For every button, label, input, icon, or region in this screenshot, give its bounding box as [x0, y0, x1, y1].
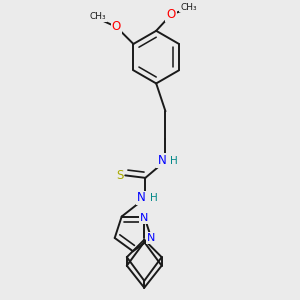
Text: N: N	[158, 154, 166, 167]
Text: N: N	[137, 191, 146, 205]
Text: CH₃: CH₃	[89, 12, 106, 21]
Text: O: O	[167, 8, 176, 21]
Text: S: S	[116, 169, 123, 182]
Text: H: H	[150, 193, 158, 203]
Text: N: N	[140, 213, 148, 223]
Text: H: H	[170, 156, 178, 166]
Text: N: N	[147, 233, 155, 243]
Text: CH₃: CH₃	[180, 3, 197, 12]
Text: O: O	[112, 20, 121, 33]
